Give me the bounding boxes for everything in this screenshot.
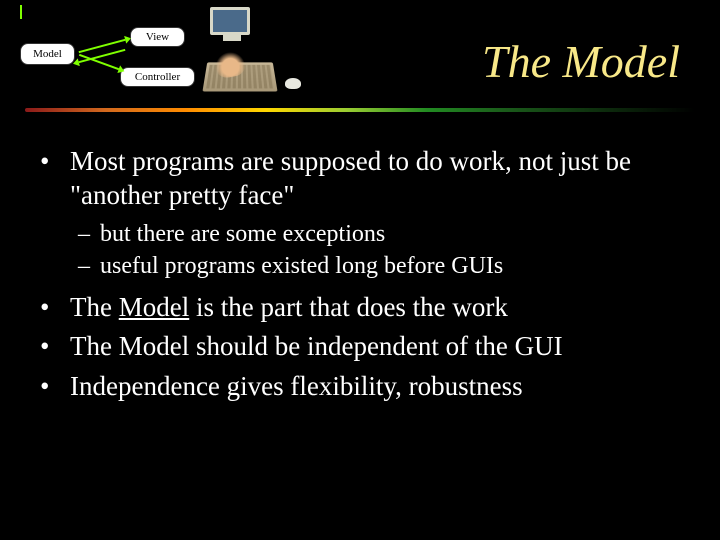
sub-text: useful programs existed long before GUIs (100, 251, 503, 281)
bullet-marker: • (40, 291, 70, 325)
bullet-marker: • (40, 370, 70, 404)
bullet-text: Most programs are supposed to do work, n… (70, 145, 690, 213)
keyboard-icon (205, 60, 305, 100)
sub-bullet-item: – useful programs existed long before GU… (78, 251, 690, 281)
bullet-text: Independence gives flexibility, robustne… (70, 370, 523, 404)
bullet-item: • Independence gives flexibility, robust… (40, 370, 690, 404)
sub-marker: – (78, 219, 100, 249)
bullet-item: • The Model is the part that does the wo… (40, 291, 690, 325)
slide-body: • Most programs are supposed to do work,… (40, 145, 690, 410)
model-box: Model (20, 43, 75, 65)
sub-bullet-item: – but there are some exceptions (78, 219, 690, 249)
gradient-divider (25, 108, 695, 112)
underlined-word: Model (119, 292, 190, 322)
arrow-view-controller (20, 5, 22, 19)
slide-header: Model View Controller The Model (0, 0, 720, 120)
view-box: View (130, 27, 185, 47)
sub-text: but there are some exceptions (100, 219, 385, 249)
bullet-item: • The Model should be independent of the… (40, 330, 690, 364)
sub-marker: – (78, 251, 100, 281)
bullet-text: The Model should be independent of the G… (70, 330, 563, 364)
bullet-marker: • (40, 330, 70, 364)
mouse-icon (285, 78, 301, 89)
controller-box: Controller (120, 67, 195, 87)
mvc-diagram: Model View Controller (20, 5, 320, 105)
bullet-marker: • (40, 145, 70, 213)
monitor-icon (210, 7, 254, 43)
slide-title: The Model (482, 35, 680, 88)
bullet-item: • Most programs are supposed to do work,… (40, 145, 690, 213)
bullet-text: The Model is the part that does the work (70, 291, 508, 325)
